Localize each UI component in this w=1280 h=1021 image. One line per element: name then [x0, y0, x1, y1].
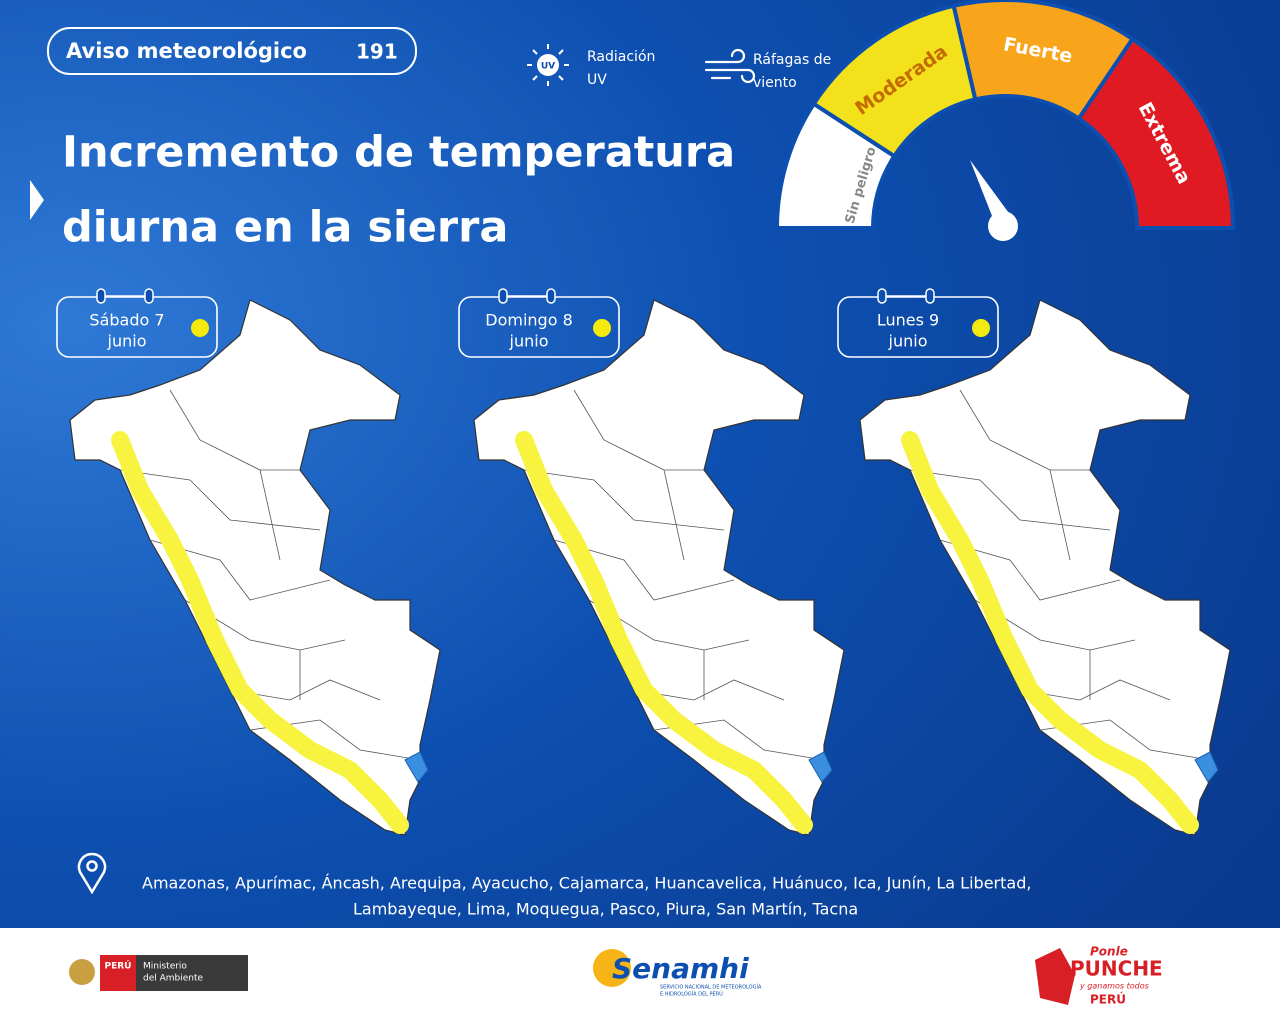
senamhi-sun	[593, 949, 631, 987]
coat-of-arms	[69, 959, 95, 985]
day: Sábado 7	[89, 311, 164, 330]
badge-number: 191	[356, 40, 398, 64]
punche: y ganamos todos	[1079, 982, 1149, 991]
senamhi-sub: SERVICIO NACIONAL DE METEOROLOGÍA	[660, 984, 762, 991]
day: Lunes 9	[877, 311, 939, 330]
gauge-segment	[1076, 36, 1236, 230]
regions: Amazonas, Apurímac, Áncash, Arequipa, Ay…	[142, 874, 1031, 893]
uv-icon	[537, 54, 559, 76]
senamhi-sub: E HIDROLOGÍA DEL PERÚ	[660, 991, 723, 998]
punche: PERÚ	[1090, 992, 1126, 1007]
month: junio	[509, 332, 549, 351]
legend-text: Ráfagas de	[753, 52, 831, 68]
punche: Ponle	[1090, 945, 1128, 959]
regions: Lambayeque, Lima, Moquegua, Pasco, Piura…	[353, 900, 858, 919]
legend-text: viento	[753, 75, 797, 91]
wind-icon	[704, 48, 756, 84]
location-icon	[77, 852, 107, 895]
legend-text: Radiación	[587, 49, 655, 65]
day: Domingo 8	[485, 311, 573, 330]
month: junio	[107, 332, 147, 351]
badge	[47, 27, 417, 75]
ministry: del Ambiente	[143, 974, 204, 984]
peru-label: PERÚ	[105, 960, 132, 972]
legend-text: UV	[587, 72, 607, 88]
peru-box	[100, 955, 136, 991]
month: junio	[888, 332, 928, 351]
punche-map	[1035, 948, 1075, 1005]
punche: PUNCHE	[1070, 957, 1163, 981]
uv-icon-label: UV	[541, 62, 555, 72]
senamhi: Senamhi	[612, 952, 749, 985]
title-line: Incremento de temperatura	[62, 128, 735, 178]
ministry-box	[136, 955, 248, 991]
title-line: diurna en la sierra	[62, 203, 508, 253]
title-arrow	[30, 180, 44, 220]
gauge-needle	[970, 160, 1014, 226]
gauge-hub	[988, 211, 1018, 241]
ministry: Ministerio	[143, 962, 187, 972]
day-labels: Sábado 7 junio Domingo 8 junio Lunes 9 junio	[56, 288, 999, 358]
badge-label: Aviso meteorológico	[66, 39, 307, 63]
uv-rays	[527, 44, 569, 86]
